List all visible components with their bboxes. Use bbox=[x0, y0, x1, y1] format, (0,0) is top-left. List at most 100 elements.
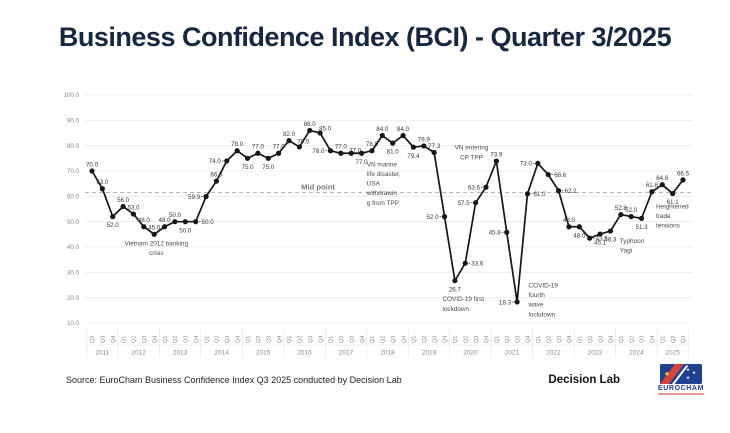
y-axis-tick-label: 30.0 bbox=[67, 270, 80, 277]
data-point-label: 45.8 bbox=[489, 230, 502, 237]
y-axis-tick-label: 50.0 bbox=[67, 219, 80, 226]
x-axis-quarter-label: Q4 bbox=[277, 336, 283, 343]
x-axis-quarter-label: Q2 bbox=[132, 336, 138, 343]
decision-lab-wordmark: Decision Lab bbox=[548, 373, 620, 386]
x-axis-quarter-label: Q4 bbox=[650, 336, 656, 343]
data-point bbox=[193, 219, 199, 225]
x-axis-quarter-label: Q1 bbox=[412, 336, 418, 343]
data-point-label: 78.0 bbox=[231, 141, 244, 148]
data-point-label: 77.0 bbox=[252, 144, 265, 151]
data-point-label: 63.6 bbox=[468, 185, 481, 192]
data-point-label: 85.0 bbox=[319, 125, 332, 132]
x-axis-quarter-label: Q3 bbox=[184, 336, 190, 343]
x-axis-quarter-label: Q4 bbox=[567, 336, 573, 343]
x-axis-quarter-label: Q2 bbox=[588, 336, 594, 343]
x-axis-quarter-label: Q2 bbox=[422, 336, 428, 343]
source-note: Source: EuroCham Business Confidence Ind… bbox=[66, 374, 402, 385]
midpoint-label: Mid point bbox=[301, 182, 335, 191]
x-axis-quarter-label: Q3 bbox=[432, 336, 438, 343]
x-axis-quarter-label: Q3 bbox=[308, 336, 314, 343]
y-axis-tick-label: 90.0 bbox=[67, 118, 80, 125]
x-axis-quarter-label: Q1 bbox=[453, 336, 459, 343]
data-point bbox=[120, 203, 126, 210]
annotation-text: lockdown bbox=[529, 311, 556, 318]
annotation-text: Typhoon bbox=[620, 238, 645, 245]
data-point-label: 73.9 bbox=[490, 152, 503, 159]
annotation-text: life disaster, bbox=[367, 171, 401, 178]
y-axis-tick-label: 80.0 bbox=[67, 143, 80, 150]
annotation-text: Yagi bbox=[620, 248, 632, 255]
data-point bbox=[390, 140, 396, 146]
x-axis-quarter-label: Q3 bbox=[266, 336, 272, 343]
x-axis-quarter-label: Q1 bbox=[578, 336, 584, 343]
data-point-label: 61.8 bbox=[646, 182, 659, 189]
data-point bbox=[203, 193, 209, 200]
x-axis-quarter-label: Q1 bbox=[121, 336, 127, 343]
data-point-label: 68.6 bbox=[554, 172, 567, 179]
svg-text:★: ★ bbox=[686, 367, 691, 372]
annotation-text: Heightened bbox=[656, 203, 689, 210]
data-point bbox=[89, 168, 95, 174]
x-axis-quarter-label: Q2 bbox=[298, 336, 304, 343]
y-axis-tick-label: 40.0 bbox=[67, 244, 80, 251]
annotation-text: VN entering bbox=[455, 145, 489, 152]
data-point bbox=[224, 158, 230, 164]
data-point bbox=[348, 150, 354, 156]
x-axis-quarter-label: Q3 bbox=[349, 336, 355, 343]
annotation-text: USA bbox=[367, 181, 381, 188]
data-point bbox=[213, 178, 220, 184]
eurocham-logo: ★ ★ ★ ★ EUROCHAM bbox=[648, 364, 714, 395]
x-axis-quarter-label: Q3 bbox=[640, 336, 646, 343]
data-point-label: 48.0 bbox=[573, 232, 586, 239]
x-axis-quarter-label: Q2 bbox=[463, 336, 469, 343]
x-axis-year-label: 2024 bbox=[629, 350, 644, 357]
data-point bbox=[670, 190, 676, 197]
eurocham-flag-icon: ★ ★ ★ ★ bbox=[660, 364, 702, 384]
x-axis-quarter-label: Q4 bbox=[443, 336, 449, 343]
annotation-text: VN marine bbox=[367, 161, 398, 168]
footer: Source: EuroCham Business Confidence Ind… bbox=[0, 362, 730, 395]
data-point bbox=[462, 260, 468, 266]
data-point-label: 45.0 bbox=[148, 225, 161, 232]
x-axis-quarter-label: Q1 bbox=[329, 336, 335, 343]
x-axis-quarter-label: Q4 bbox=[194, 336, 200, 343]
x-axis-year-label: 2021 bbox=[505, 350, 520, 357]
svg-text:★: ★ bbox=[664, 370, 670, 378]
x-axis-year-label: 2012 bbox=[131, 350, 146, 357]
annotation-text: trade bbox=[656, 213, 671, 220]
data-point-label: 81.0 bbox=[387, 149, 400, 156]
x-axis-year-label: 2015 bbox=[256, 350, 271, 357]
x-axis-quarter-label: Q1 bbox=[204, 336, 210, 343]
data-point-label: 33.6 bbox=[471, 261, 484, 268]
x-axis-year-label: 2020 bbox=[463, 350, 478, 357]
x-axis-quarter-label: Q1 bbox=[246, 336, 252, 343]
data-point bbox=[504, 229, 510, 235]
x-axis-quarter-label: Q3 bbox=[391, 336, 397, 343]
data-point-label: 79.5 bbox=[297, 138, 310, 145]
data-point bbox=[151, 231, 157, 237]
x-axis-quarter-label: Q4 bbox=[152, 336, 158, 343]
data-point bbox=[618, 211, 624, 218]
data-point-label: 62.2 bbox=[565, 188, 578, 195]
y-axis-tick-label: 10.0 bbox=[67, 320, 80, 327]
data-point-label: 52.0 bbox=[625, 207, 638, 214]
data-point bbox=[493, 158, 499, 164]
data-point bbox=[369, 148, 375, 154]
y-axis-tick-label: 70.0 bbox=[67, 168, 80, 175]
data-point-label: 43.5 bbox=[596, 235, 609, 242]
x-axis-quarter-label: Q2 bbox=[381, 336, 387, 343]
data-point-label: 75.0 bbox=[262, 164, 275, 171]
data-point-label: 61.0 bbox=[533, 191, 546, 198]
data-point bbox=[628, 214, 634, 220]
data-point-label: 82.0 bbox=[283, 131, 296, 138]
eurocham-wordmark: EUROCHAM bbox=[657, 385, 705, 392]
data-point-label: 57.5 bbox=[458, 200, 471, 207]
data-point-label: 45.1 bbox=[594, 240, 607, 247]
x-axis-year-label: 2019 bbox=[422, 350, 437, 357]
x-axis-quarter-label: Q4 bbox=[235, 336, 241, 343]
data-point-label: 78.0 bbox=[366, 141, 379, 148]
data-point-label: 52.8 bbox=[615, 205, 628, 212]
annotation-text: Vietnam 2012 banking bbox=[125, 240, 189, 247]
x-axis-quarter-label: Q4 bbox=[484, 336, 490, 343]
data-point bbox=[276, 150, 282, 156]
